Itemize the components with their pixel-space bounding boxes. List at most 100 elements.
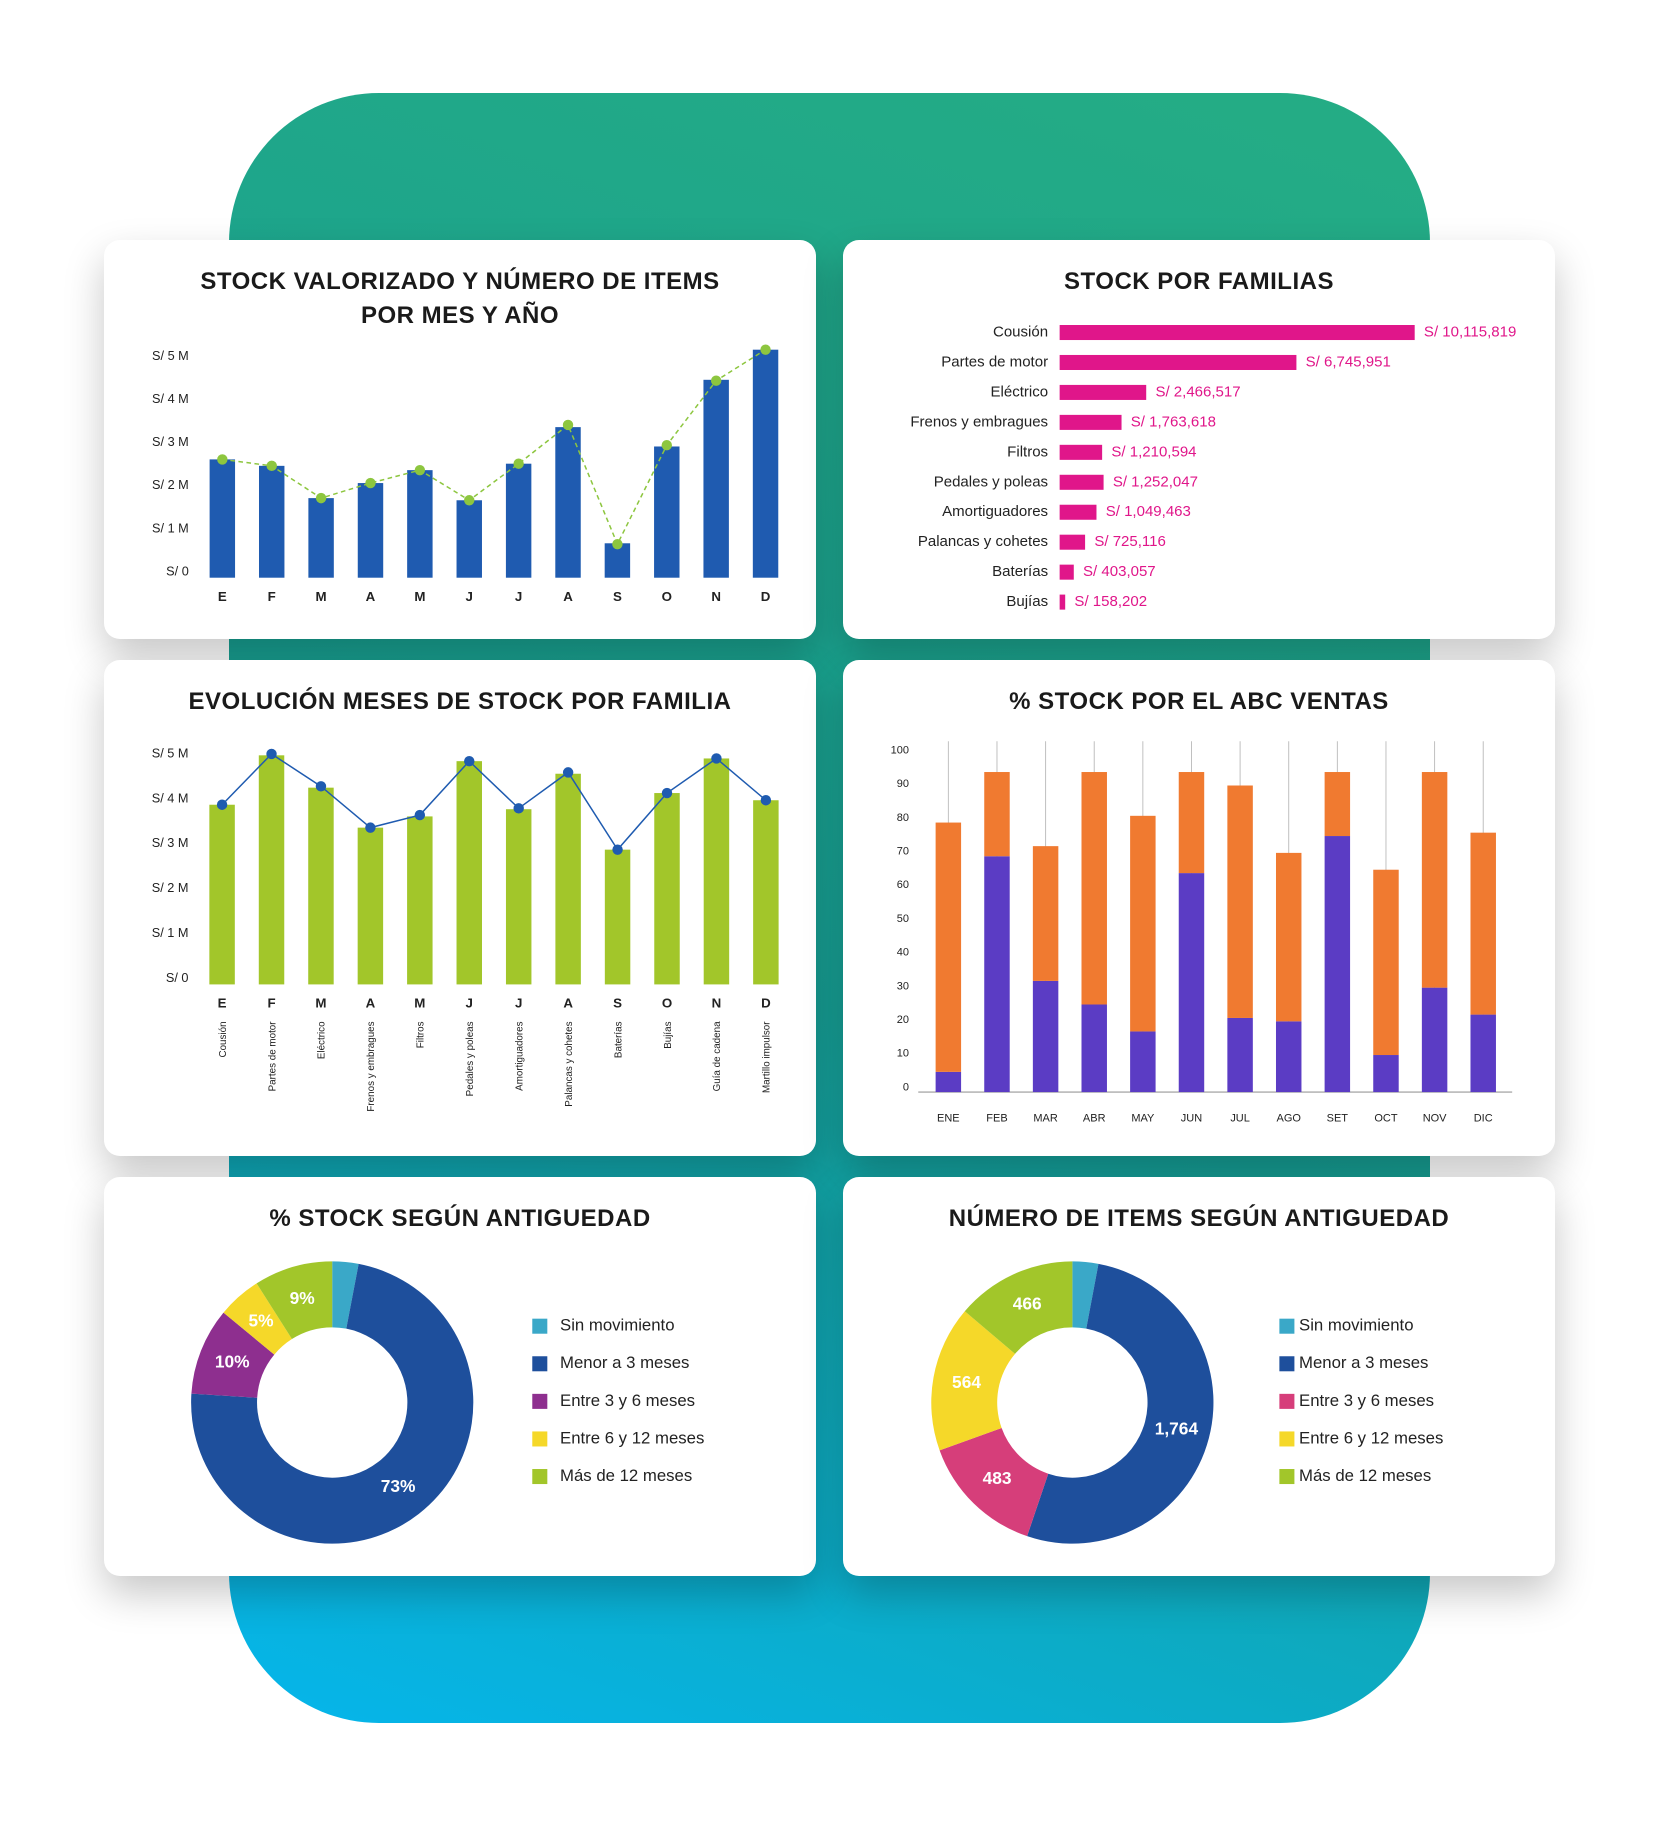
bar-segment xyxy=(1227,1017,1253,1093)
bar xyxy=(357,483,384,578)
point xyxy=(216,799,228,810)
legend-swatch xyxy=(532,1469,548,1485)
y-tick-label: 90 xyxy=(897,778,909,790)
legend-label: Sin movimiento xyxy=(560,1316,675,1335)
category-label: Frenos y embragues xyxy=(910,413,1048,430)
point xyxy=(513,803,524,814)
bar xyxy=(555,427,581,578)
x-tick-label: FEB xyxy=(986,1113,1007,1125)
bar xyxy=(308,787,334,985)
family-label: Pedales y poleas xyxy=(465,1021,476,1096)
bar xyxy=(505,809,532,985)
legend-label: Sin movimiento xyxy=(1299,1316,1414,1335)
legend-swatch xyxy=(1279,1318,1295,1334)
chart-title: NÚMERO DE ITEMS SEGÚN ANTIGUEDAD xyxy=(948,1205,1450,1232)
family-label: Palancas y cohetes xyxy=(564,1021,575,1106)
bar-segment xyxy=(1178,772,1205,874)
x-tick-label: AGO xyxy=(1277,1113,1302,1125)
bar-segment xyxy=(1130,1031,1156,1093)
y-tick-label: 0 xyxy=(903,1081,909,1093)
point xyxy=(661,787,673,799)
legend-swatch xyxy=(532,1318,548,1334)
line xyxy=(221,753,767,851)
donut-segment xyxy=(1072,1261,1099,1329)
category-label: Palancas y cohetes xyxy=(918,533,1048,550)
legend-swatch xyxy=(532,1356,548,1372)
bar xyxy=(1059,384,1147,400)
x-tick-label: D xyxy=(761,589,771,604)
bar xyxy=(753,800,779,985)
bar-segment xyxy=(1032,980,1059,1093)
y-tick-label: 30 xyxy=(897,980,909,992)
y-tick-label: S/ 3 M xyxy=(152,434,189,449)
point xyxy=(365,477,376,489)
point xyxy=(562,419,574,431)
value-label: 10% xyxy=(215,1352,250,1372)
value-label: S/ 1,210,594 xyxy=(1111,443,1196,460)
line xyxy=(222,349,766,546)
point xyxy=(612,844,623,855)
y-tick-label: S/ 0 xyxy=(166,970,189,985)
x-tick-label: A xyxy=(366,589,376,604)
y-tick-label: 40 xyxy=(897,947,909,959)
chart-title: STOCK POR FAMILIAS xyxy=(1064,268,1334,295)
bar xyxy=(308,498,334,578)
legend-swatch xyxy=(532,1393,548,1409)
bar-segment xyxy=(1421,987,1448,1093)
x-tick-label: M xyxy=(316,589,327,604)
y-tick-label: 80 xyxy=(897,812,909,824)
point xyxy=(562,767,574,778)
donut-segment xyxy=(931,1311,1016,1451)
bar xyxy=(1059,325,1415,341)
point xyxy=(760,344,771,355)
donut-segment xyxy=(256,1261,333,1340)
y-tick-label: S/ 2 M xyxy=(152,477,189,492)
card: STOCK POR FAMILIAS Cousión S/ 10,115,819 P… xyxy=(843,240,1555,639)
legend-label: Más de 12 meses xyxy=(1299,1466,1431,1485)
category-label: Partes de motor xyxy=(941,353,1048,370)
bar xyxy=(1059,444,1103,460)
card: % STOCK POR EL ABC VENTAS 0 10 20 30 40 50 60 7… xyxy=(843,660,1555,1156)
chart: 73% 10% 5% 9% Sin movimiento Menor a 3 meses E… xyxy=(191,1261,704,1544)
card: NÚMERO DE ITEMS SEGÚN ANTIGUEDAD 1,764 48… xyxy=(843,1177,1555,1576)
point xyxy=(513,458,524,469)
x-tick-label: DIC xyxy=(1474,1113,1493,1125)
x-tick-label: ABR xyxy=(1083,1113,1106,1125)
x-tick-label: J xyxy=(515,589,522,604)
point xyxy=(710,375,722,386)
bar xyxy=(1059,414,1122,430)
x-tick-label: F xyxy=(267,996,275,1011)
y-tick-label: S/ 2 M xyxy=(152,880,189,895)
bar-segment xyxy=(1324,772,1351,837)
x-tick-label: F xyxy=(268,589,276,604)
x-tick-label: O xyxy=(662,996,672,1011)
legend-label: Más de 12 meses xyxy=(560,1466,692,1485)
x-tick-label: D xyxy=(761,996,771,1011)
family-label: Guía de cadena xyxy=(712,1021,723,1091)
value-label: S/ 1,252,047 xyxy=(1113,473,1198,490)
x-tick-label: JUL xyxy=(1230,1113,1250,1125)
y-tick-label: S/ 5 M xyxy=(152,348,189,363)
donut-segment xyxy=(964,1261,1073,1354)
legend-swatch xyxy=(532,1431,548,1447)
legend-swatch xyxy=(1279,1469,1295,1485)
card: STOCK VALORIZADO Y NÚMERO DE ITEMS POR M… xyxy=(104,240,816,639)
x-tick-label: S xyxy=(613,996,622,1011)
x-tick-label: ENE xyxy=(937,1113,960,1125)
chart: S/ 0 S/ 1 M S/ 2 M S/ 3 M S/ 4 M S/ 5 M E Cousi… xyxy=(152,745,779,1112)
bar-segment xyxy=(984,772,1010,857)
legend-label: Menor a 3 meses xyxy=(1299,1353,1428,1372)
bar xyxy=(258,465,285,578)
bar xyxy=(407,816,433,985)
point xyxy=(365,822,376,833)
bar xyxy=(703,758,730,985)
x-tick-label: JUN xyxy=(1181,1113,1202,1125)
bar-segment xyxy=(1032,846,1059,981)
x-tick-label: O xyxy=(662,589,672,604)
point xyxy=(414,809,426,821)
donut-segment xyxy=(191,1263,474,1544)
x-tick-label: MAY xyxy=(1131,1113,1155,1125)
y-tick-label: 100 xyxy=(891,744,909,756)
value-label: 466 xyxy=(1013,1293,1042,1313)
point xyxy=(266,460,277,472)
